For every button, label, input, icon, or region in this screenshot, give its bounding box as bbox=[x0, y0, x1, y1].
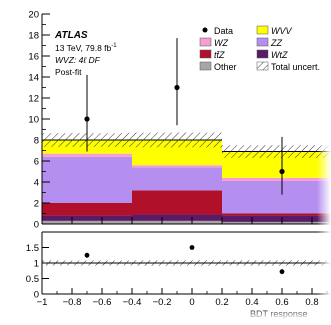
bar-ttz-bin2 bbox=[222, 213, 331, 216]
x-axis-title: BDT response bbox=[250, 309, 307, 319]
x-tick-label: −0.2 bbox=[153, 297, 172, 308]
ratio-y-tick-label: 1.5 bbox=[26, 243, 39, 254]
fit-label: Post-fit bbox=[55, 67, 82, 77]
legend-swatch bbox=[199, 61, 212, 71]
legend: Data WVV WZ ZZ tt̄Z WtZ Other Total uncert. bbox=[199, 25, 320, 72]
ratio-y-ticks: 0 0.5 1 1.5 bbox=[26, 243, 49, 301]
energy-lumi-label: 13 TeV, 79.8 fb-1 bbox=[55, 43, 117, 53]
ratio-y-tick-label: 0 bbox=[34, 290, 39, 301]
legend-swatch bbox=[256, 37, 269, 47]
ratio-point bbox=[189, 245, 195, 250]
uncertainty-hatch-bin1 bbox=[132, 132, 222, 148]
data-point bbox=[84, 116, 90, 122]
ratio-point bbox=[279, 269, 285, 275]
legend-label: WVV bbox=[271, 26, 292, 36]
legend-swatch bbox=[256, 49, 269, 59]
y-tick-label: 10 bbox=[28, 115, 39, 126]
region-label: WVZ: 4ℓ DF bbox=[55, 55, 101, 65]
bar-wtz-bin2 bbox=[222, 215, 331, 222]
x-tick-label: 0.4 bbox=[245, 297, 258, 308]
x-axis-ticks-main bbox=[41, 217, 313, 224]
y-tick-label: 18 bbox=[28, 31, 39, 42]
ratio-panel bbox=[42, 260, 331, 266]
bar-wtz-bin0 bbox=[42, 215, 132, 221]
x-tick-label: −0.4 bbox=[123, 297, 142, 308]
y-tick-label: 16 bbox=[28, 52, 39, 63]
bar-zz-bin1 bbox=[132, 167, 222, 191]
ratio-point bbox=[84, 252, 90, 258]
bar-zz-bin0 bbox=[42, 156, 132, 203]
data-point bbox=[174, 84, 180, 91]
legend-swatch-uncertainty bbox=[256, 61, 269, 71]
ratio-y-tick-label: 0.5 bbox=[26, 274, 39, 285]
legend-marker-data bbox=[202, 27, 208, 33]
x-tick-label: −0.8 bbox=[63, 297, 82, 308]
bar-ttz-bin1 bbox=[132, 190, 222, 215]
x-tick-label: −1 bbox=[37, 297, 48, 308]
legend-label: WZ bbox=[214, 38, 228, 48]
legend-label: Data bbox=[214, 26, 233, 36]
bar-zz-bin2 bbox=[222, 180, 331, 214]
legend-swatch bbox=[199, 49, 212, 59]
y-axis-ticks: 0 2 4 6 8 10 12 14 16 18 20 bbox=[28, 10, 50, 231]
legend-label: WtZ bbox=[271, 50, 288, 60]
x-tick-label: 0 bbox=[189, 297, 194, 308]
y-tick-label: 14 bbox=[28, 73, 39, 84]
legend-label: Total uncert. bbox=[271, 62, 320, 72]
bar-wtz-bin1 bbox=[132, 214, 222, 221]
x-tick-label: 0.2 bbox=[215, 297, 228, 308]
y-tick-label: 4 bbox=[34, 178, 39, 189]
bar-other-bin0 bbox=[42, 220, 132, 224]
y-tick-label: 8 bbox=[34, 136, 39, 147]
legend-label: tt̄Z bbox=[214, 50, 225, 60]
x-tick-label: 0.6 bbox=[275, 297, 288, 308]
legend-swatch bbox=[199, 37, 212, 47]
bar-wz-bin2 bbox=[222, 177, 331, 181]
y-tick-label: 2 bbox=[34, 199, 39, 210]
y-tick-label: 6 bbox=[34, 157, 39, 168]
bar-wz-bin1 bbox=[132, 165, 222, 168]
bar-wz-bin0 bbox=[42, 153, 132, 157]
ratio-points bbox=[84, 245, 285, 275]
experiment-label: ATLAS bbox=[54, 30, 88, 41]
x-tick-label: 0.8 bbox=[305, 297, 318, 308]
uncertainty-hatch-bin2 bbox=[222, 145, 331, 158]
legend-label: ZZ bbox=[270, 38, 282, 48]
x-axis-ticks-ratio: −1 −0.8 −0.6 −0.4 −0.2 0 0.2 0.4 0.6 0.8 bbox=[37, 288, 328, 308]
bar-other-bin1 bbox=[132, 220, 222, 224]
data-point bbox=[279, 168, 285, 175]
data-points bbox=[84, 38, 285, 195]
legend-label: Other bbox=[214, 62, 237, 72]
bar-other-bin2 bbox=[222, 221, 331, 224]
legend-swatch bbox=[256, 25, 269, 35]
ratio-y-tick-label: 1 bbox=[34, 259, 39, 270]
y-tick-label: 0 bbox=[34, 220, 39, 231]
bar-ttz-bin0 bbox=[42, 203, 132, 216]
y-tick-label: 12 bbox=[28, 94, 39, 105]
y-tick-label: 20 bbox=[28, 10, 39, 21]
x-tick-label: −0.6 bbox=[93, 297, 112, 308]
